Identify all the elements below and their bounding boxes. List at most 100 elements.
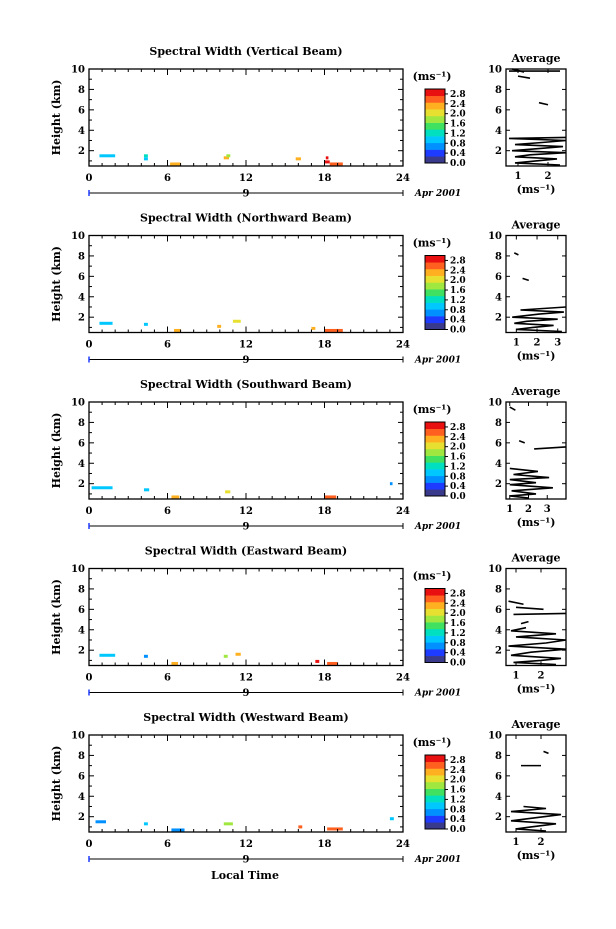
colorbar-tick-label: 2.4 — [450, 766, 466, 776]
average-y-tick-label: 10 — [488, 65, 502, 76]
y-tick-label: 6 — [78, 105, 85, 116]
data-cell — [324, 160, 330, 164]
y-tick-label: 10 — [71, 398, 85, 409]
data-cell — [389, 817, 394, 821]
average-frame — [505, 734, 567, 833]
x-tick-label: 24 — [396, 173, 410, 184]
y-axis-label: Height (km) — [50, 413, 63, 489]
colorbar-segment — [425, 608, 445, 616]
x-tick-label: 6 — [164, 673, 171, 684]
colorbar-segment — [425, 309, 445, 317]
colorbar-segment — [425, 469, 445, 477]
day-marker-label: 9 — [243, 688, 250, 699]
y-tick-label: 8 — [78, 418, 85, 429]
x-tick-label: 6 — [164, 173, 171, 184]
y-axis-label: Height (km) — [50, 579, 63, 655]
average-frame — [505, 68, 567, 167]
plot-frame — [88, 734, 404, 833]
panel-2: Spectral Width (Northward Beam) Height (k… — [50, 212, 567, 366]
data-cell — [99, 653, 116, 657]
average-x-tick-label: 2 — [534, 338, 541, 349]
x-tick-label: 12 — [239, 173, 253, 184]
panel-title: Spectral Width (Westward Beam) — [143, 711, 348, 724]
colorbar-segment — [425, 262, 445, 270]
x-tick-label: 12 — [239, 839, 253, 850]
colorbar-segment — [425, 781, 445, 789]
average-profile-segment — [513, 252, 519, 256]
colorbar-segment — [425, 822, 445, 830]
average-y-tick-label: 6 — [495, 272, 502, 283]
colorbar-tick-label: 0.8 — [450, 805, 466, 815]
date-label: Apr 2001 — [414, 855, 461, 865]
colorbar-segment — [425, 142, 445, 150]
average-y-tick-label: 4 — [495, 292, 502, 303]
colorbar-tick-label: 1.6 — [450, 786, 466, 796]
colorbar-segment — [425, 156, 445, 164]
colorbar-tick-label: 2.8 — [450, 90, 466, 100]
average-x-tick-label: 1 — [506, 504, 513, 515]
average-y-tick-label: 8 — [495, 85, 502, 96]
colorbar-tick-label: 2.4 — [450, 599, 466, 609]
colorbar-segment — [425, 628, 445, 636]
data-cell — [174, 328, 181, 332]
data-cell — [95, 820, 107, 824]
x-tick-label: 24 — [396, 340, 410, 351]
panel-3: Spectral Width (Southward Beam) Height (k… — [50, 378, 567, 533]
colorbar-segment — [425, 95, 445, 103]
data-cell — [232, 319, 241, 323]
colorbar-segment — [425, 768, 445, 776]
colorbar-tick-label: 2.0 — [450, 776, 466, 786]
x-tick-label: 0 — [86, 839, 93, 850]
colorbar-tick-label: 0.8 — [450, 472, 466, 482]
data-cell — [315, 659, 320, 663]
y-tick-label: 6 — [78, 438, 85, 449]
colorbar-unit: (ms⁻¹) — [413, 736, 452, 749]
colorbar-tick-label: 0.0 — [450, 159, 466, 169]
colorbar-segment — [425, 102, 445, 110]
colorbar-tick-label: 2.8 — [450, 256, 466, 266]
data-cell — [225, 490, 231, 494]
colorbar-tick-label: 2.0 — [450, 110, 466, 120]
colorbar-tick-label: 0.0 — [450, 492, 466, 502]
y-axis-label: Height (km) — [50, 746, 63, 822]
average-profile-segment — [518, 440, 526, 444]
data-cell — [91, 486, 113, 490]
average-profile-segment — [543, 750, 549, 755]
data-cell — [170, 162, 181, 166]
average-profile-segment — [522, 277, 530, 282]
colorbar-segment — [425, 622, 445, 630]
colorbar-frame — [424, 421, 446, 497]
colorbar-tick-label: 2.4 — [450, 266, 466, 276]
y-tick-label: 2 — [78, 479, 85, 490]
y-tick-label: 10 — [71, 564, 85, 575]
colorbar-tick-label: 0.4 — [450, 149, 466, 159]
average-y-tick-label: 2 — [495, 646, 502, 657]
average-x-label: (ms⁻¹) — [517, 516, 556, 529]
average-profile-segment — [509, 406, 516, 411]
y-tick-label: 6 — [78, 605, 85, 616]
colorbar-segment — [425, 322, 445, 330]
colorbar-tick-label: 2.4 — [450, 100, 466, 110]
data-cell — [143, 822, 148, 826]
data-cell — [143, 157, 148, 161]
average-y-tick-label: 6 — [495, 771, 502, 782]
plot-frame — [88, 401, 404, 500]
average-profile-segment — [534, 446, 567, 450]
colorbar-segment — [425, 815, 445, 823]
average-y-tick-label: 2 — [495, 479, 502, 490]
colorbar-segment — [425, 642, 445, 650]
colorbar-tick-label: 1.2 — [450, 795, 466, 805]
plot-frame — [88, 567, 404, 667]
colorbar-segment — [425, 489, 445, 497]
data-cell — [171, 828, 185, 832]
colorbar-segment — [425, 595, 445, 603]
date-label: Apr 2001 — [414, 522, 461, 532]
colorbar-segment — [425, 588, 445, 596]
colorbar-segment — [425, 455, 445, 463]
x-tick-label: 12 — [239, 340, 253, 351]
colorbar-segment — [425, 635, 445, 643]
average-title: Average — [510, 385, 560, 398]
colorbar-segment — [425, 442, 445, 450]
x-tick-label: 12 — [239, 673, 253, 684]
colorbar-segment — [425, 295, 445, 303]
